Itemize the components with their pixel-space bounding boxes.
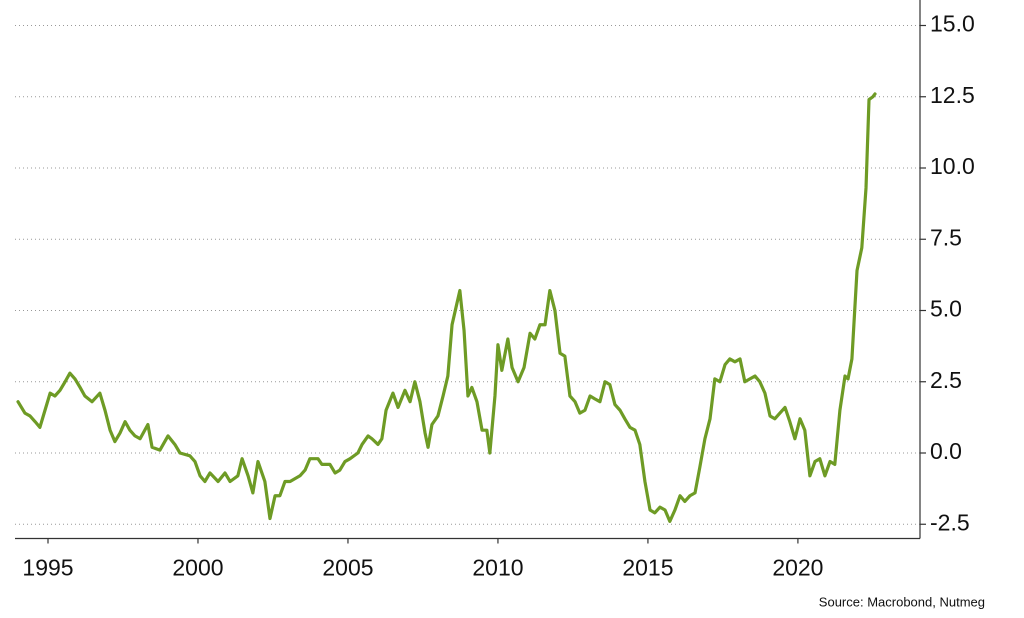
y-tick-label: 5.0 [930,296,962,322]
source-note: Source: Macrobond, Nutmeg [819,594,985,609]
x-tick-label: 1995 [22,555,73,581]
x-tick-label: 2005 [322,555,373,581]
y-tick-label: 10.0 [930,153,975,179]
y-tick-label: 7.5 [930,224,962,250]
y-tick-label: -2.5 [930,509,970,535]
data-line [16,92,877,523]
y-tick-label: 0.0 [930,438,962,464]
y-tick-label: 15.0 [930,11,975,37]
x-tick-label: 2020 [772,555,823,581]
x-tick-label: 2015 [622,555,673,581]
y-tick-label: 12.5 [930,82,975,108]
y-tick-label: 2.5 [930,367,962,393]
x-tick-label: 2010 [472,555,523,581]
x-tick-label: 2000 [172,555,223,581]
